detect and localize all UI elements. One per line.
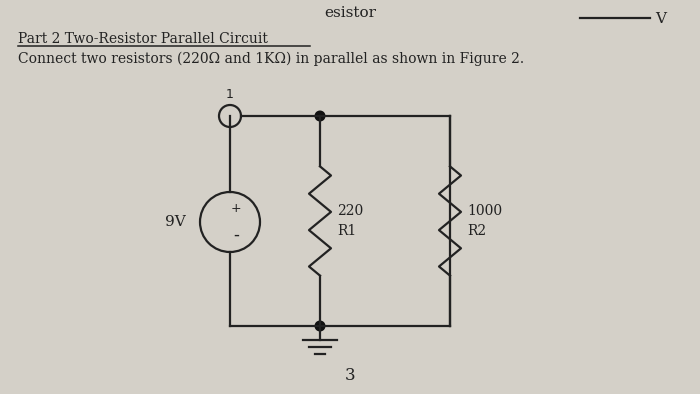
Text: R2: R2 <box>467 224 486 238</box>
Text: 3: 3 <box>344 367 356 384</box>
Circle shape <box>315 321 325 331</box>
Text: 1000: 1000 <box>467 204 502 218</box>
Text: 1: 1 <box>226 88 234 101</box>
Text: 220: 220 <box>337 204 363 218</box>
Text: -: - <box>233 226 239 244</box>
Text: R1: R1 <box>337 224 356 238</box>
Circle shape <box>315 111 325 121</box>
Text: Part 2 Two-Resistor Parallel Circuit: Part 2 Two-Resistor Parallel Circuit <box>18 32 268 46</box>
Text: V: V <box>655 12 666 26</box>
Text: +: + <box>231 203 241 216</box>
Text: esistor: esistor <box>324 6 376 20</box>
Text: 9V: 9V <box>165 215 186 229</box>
Text: Connect two resistors (220Ω and 1KΩ) in parallel as shown in Figure 2.: Connect two resistors (220Ω and 1KΩ) in … <box>18 52 524 67</box>
